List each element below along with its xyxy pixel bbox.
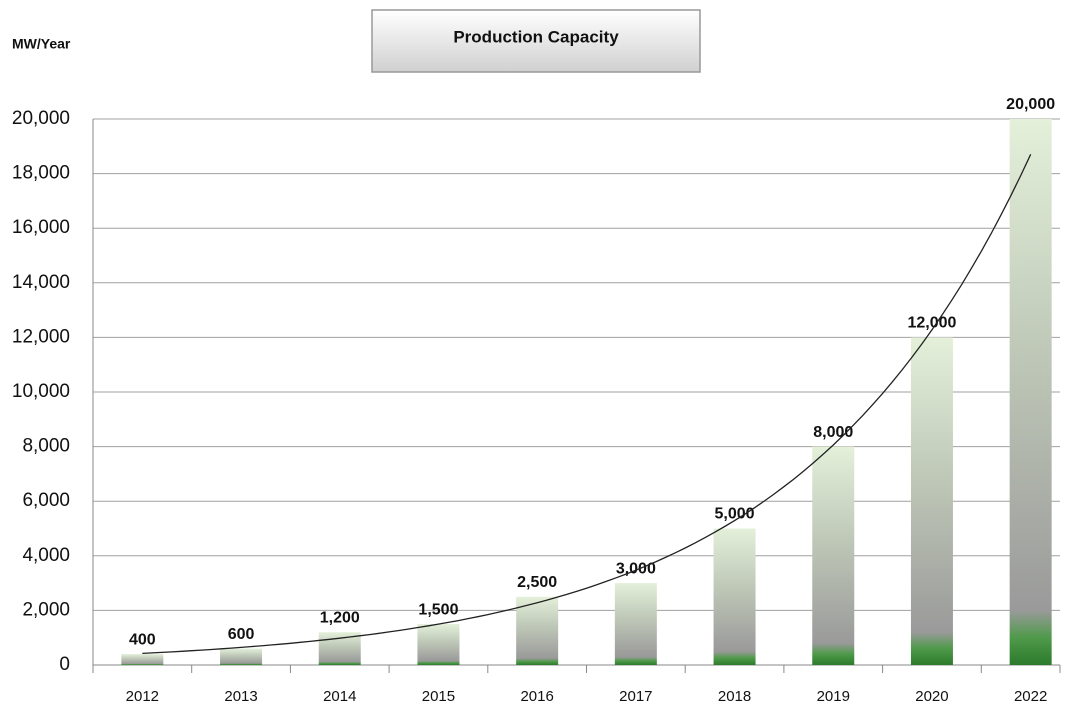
- y-tick-label: 4,000: [22, 545, 70, 566]
- bar: [318, 632, 361, 665]
- bar: [220, 648, 263, 665]
- x-tick-label: 2020: [915, 688, 948, 705]
- x-tick-label: 2014: [323, 688, 356, 705]
- value-label: 20,000: [1006, 96, 1055, 113]
- y-axis-label: MW/Year: [12, 36, 71, 52]
- y-tick-label: 16,000: [12, 217, 70, 238]
- value-label: 12,000: [907, 315, 956, 332]
- bar: [812, 446, 855, 665]
- y-tick-label: 12,000: [12, 326, 70, 347]
- bar: [516, 596, 559, 665]
- value-label: 2,500: [517, 574, 557, 591]
- y-tick-label: 2,000: [22, 599, 70, 620]
- bar: [1009, 119, 1052, 665]
- y-tick-label: 18,000: [12, 163, 70, 184]
- x-tick-label: 2013: [224, 688, 257, 705]
- y-tick-label: 8,000: [22, 436, 70, 457]
- bar: [910, 337, 953, 665]
- x-tick-label: 2016: [520, 688, 553, 705]
- y-tick-label: 0: [59, 654, 70, 675]
- value-label: 1,200: [320, 609, 360, 626]
- x-tick-label: 2015: [422, 688, 455, 705]
- y-tick-label: 6,000: [22, 490, 70, 511]
- x-tick-label: 2017: [619, 688, 652, 705]
- value-label: 600: [228, 626, 255, 643]
- trendline: [142, 154, 1032, 655]
- x-tick-label: 2018: [718, 688, 751, 705]
- value-label: 400: [129, 631, 156, 648]
- title-box: [371, 9, 701, 73]
- bar: [614, 583, 657, 665]
- value-label: 5,000: [715, 506, 755, 523]
- y-tick-label: 20,000: [12, 108, 70, 129]
- value-label: 3,000: [616, 560, 656, 577]
- y-tick-label: 14,000: [12, 272, 70, 293]
- value-label: 1,500: [418, 601, 458, 618]
- x-tick-label: 2022: [1014, 688, 1047, 705]
- y-tick-label: 10,000: [12, 381, 70, 402]
- value-label: 8,000: [813, 424, 853, 441]
- x-tick-label: 2012: [126, 688, 159, 705]
- bar: [417, 624, 460, 665]
- bar: [121, 654, 164, 665]
- chart-title: Production Capacity: [453, 27, 619, 46]
- bar: [713, 528, 756, 665]
- x-tick-label: 2019: [817, 688, 850, 705]
